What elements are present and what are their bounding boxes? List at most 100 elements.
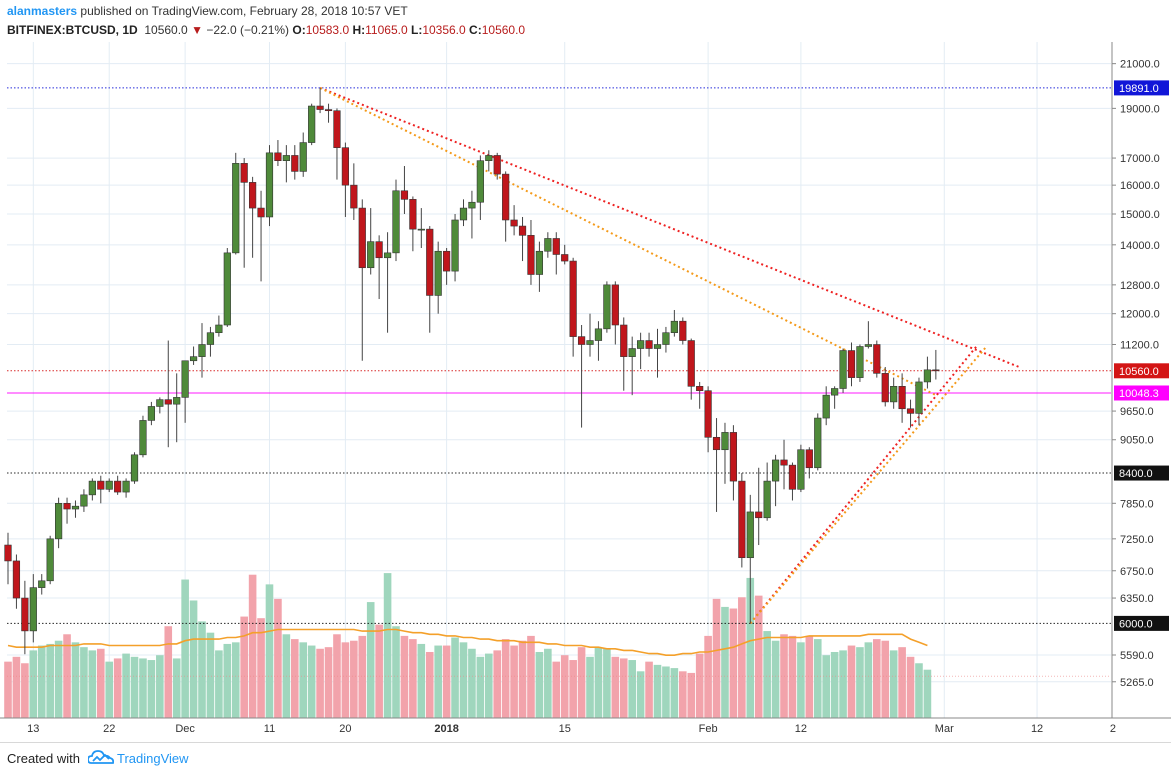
volume-bar [906,656,915,718]
candle [426,226,434,333]
volume-bar [425,651,434,718]
candle [915,377,923,426]
candle-body [299,142,307,172]
candle [679,317,687,345]
candle [645,332,653,357]
volume-bar [797,642,805,718]
candle [223,248,231,327]
candle [451,213,459,282]
volume-bar [4,661,12,718]
symbol-label[interactable]: BITFINEX:BTCUSD, 1D [7,23,138,37]
candle [603,281,611,333]
candle [299,132,307,177]
y-tick-label: 9050.0 [1120,435,1154,447]
tradingview-brand-link[interactable]: TradingView [117,751,189,766]
candle [367,208,375,275]
candle-body [493,155,501,175]
y-tick-label: 9650.0 [1120,406,1154,418]
candle-body [181,360,189,398]
price-marker-box [1114,385,1169,401]
candle [333,108,341,180]
candle-body [426,228,434,296]
candle-body [291,155,299,172]
candle [906,399,915,428]
candle-body [308,105,316,143]
candle-body [105,480,113,490]
candle [12,554,21,609]
volume-bar [468,648,476,718]
candle [839,348,847,393]
volume-bar [206,632,215,718]
candle [375,235,383,300]
candle [55,497,63,549]
candle-body [569,260,577,337]
x-tick-label: 2018 [434,723,458,735]
volume-bar [29,650,38,718]
author-link[interactable]: alanmasters [7,4,78,18]
close-label: C: [469,23,482,37]
candle [341,142,350,217]
chart-header: alanmasters published on TradingView.com… [0,0,1171,42]
candle [805,447,813,479]
candle [704,386,712,453]
candle-body [586,340,594,345]
volume-bar [88,650,97,718]
candle [265,145,274,227]
candle-body [864,344,872,347]
candle-body [164,399,172,405]
candle [687,338,695,400]
volume-bar [873,639,881,718]
candle-body [358,207,366,269]
candle-body [527,235,535,275]
y-tick-label: 5265.0 [1120,677,1154,689]
candle [350,163,358,220]
candle [662,326,670,353]
candle-body [232,163,240,254]
price-marker-label: 6000.0 [1119,618,1153,630]
candle-body [831,388,839,396]
candle [459,199,468,227]
volume-bar [54,640,63,718]
volume-bar [510,645,518,718]
volume-bar [560,655,569,718]
candle-body [282,155,290,161]
tradingview-cloud-icon[interactable] [88,748,114,768]
y-tick-label: 15000.0 [1120,209,1160,221]
y-tick-label: 12800.0 [1120,280,1160,292]
volume-bar [46,643,54,718]
candle-body [316,105,324,110]
volume-bar [400,635,409,718]
candle-body [577,336,586,345]
candle-body [814,417,822,469]
candle [620,317,628,391]
candle [552,232,560,275]
price-chart[interactable]: 21000.0 19000.0 17000.0 16000.0 15000.0 14000… [0,42,1171,742]
volume-bar [392,626,400,718]
volume-bar [881,640,890,718]
y-tick-label: 16000.0 [1120,180,1160,192]
candle [46,535,54,585]
trendline-support-orange [749,345,988,625]
volume-bar [274,598,282,718]
candle [147,401,155,426]
candle [628,336,636,396]
candle [561,244,569,265]
candle-body [156,399,164,407]
volume-bar [409,639,417,718]
candle-body [443,250,451,272]
candle [721,422,729,484]
trendline-resistance-red [319,86,1021,369]
candle-body [510,219,518,227]
candle-body [535,250,544,275]
candle-body [189,356,198,362]
volume-bar [839,650,847,718]
candle-body [679,320,687,341]
candle [847,342,856,387]
chart-background [0,42,1171,742]
candle-body [206,332,215,345]
volume-bar [96,648,105,718]
x-tick-label: Feb [699,723,718,735]
candle [97,475,105,504]
volume-bar [198,621,206,718]
volume-bar [712,598,721,718]
